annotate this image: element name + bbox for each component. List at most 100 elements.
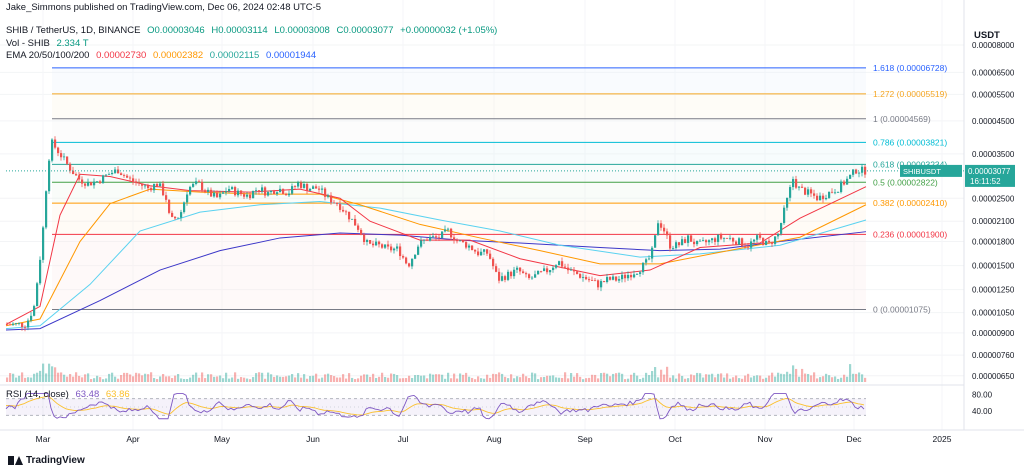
ema200-line [5,231,867,331]
candle-body [558,261,561,266]
volume-bar [201,372,204,382]
candle-body [312,186,315,189]
candle-body [768,240,771,243]
candle-body [669,235,672,249]
volume-bar [624,379,627,382]
candle-body [705,240,708,243]
candle-body [78,175,81,180]
volume-bar [348,373,351,382]
candle-body [330,195,333,203]
candle-body [465,242,468,248]
candle-body [522,271,525,274]
volume-bar [567,378,570,382]
volume-bar [720,373,723,382]
candle-body [510,271,513,277]
volume-bar [798,376,801,382]
candle-body [255,190,258,191]
volume-bar [618,372,621,382]
candle-body [39,259,42,284]
volume-bar [531,372,534,382]
candle-body [141,183,144,186]
volume-bar [30,377,33,382]
candle-body [702,240,705,242]
fib-band [52,182,866,204]
candle-body [561,261,564,267]
volume-bar [189,377,192,382]
volume-bar [102,379,105,382]
time-tick-label: Mar [36,434,51,444]
volume-bar [207,374,210,382]
candle-body [351,218,354,220]
volume-bar [438,374,441,382]
candle-body [531,277,534,279]
time-axis[interactable]: Mar Apr May Jun Jul Aug Sep Oct Nov Dec 2025 [0,429,1024,444]
rsi-ma-value: 63.86 [105,389,130,400]
volume-bar [696,372,699,382]
volume-bar [297,373,300,382]
candle-body [390,246,393,251]
volume-bar [111,372,114,382]
candle-body [321,188,324,190]
time-tick-label: May [214,434,231,444]
volume-bar [672,375,675,382]
candle-body [771,242,774,244]
candle-body [408,263,411,267]
candle-body [45,191,48,228]
publish-line: Jake_Simmons published on TradingView.co… [6,2,322,13]
candle-body [609,277,612,280]
volume-bar [54,367,57,382]
candle-body [777,233,780,237]
ema50-value: 0.00002382 [152,50,204,61]
candle-body [405,257,408,264]
volume-bar [705,374,708,382]
volume-bar [675,378,678,382]
volume-bar [420,375,423,382]
time-tick-label: 2025 [933,434,952,444]
candle-body [429,236,432,241]
volume-bar [156,379,159,382]
tradingview-logo[interactable]: TradingView [8,455,85,466]
candle-body [99,181,102,184]
candle-body [486,249,489,254]
candle-body [420,240,423,247]
volume-bar [693,375,696,382]
volume-bar [732,377,735,382]
candle-body [9,324,12,326]
volume-label: Vol - SHIB [6,38,50,49]
volume-bar [765,377,768,382]
price-tick-label: 0.00004500 [972,117,1015,126]
candle-body [36,283,39,307]
candle-body [294,186,297,187]
chart-background [0,0,964,473]
volume-bar [849,364,852,382]
volume-bar [792,365,795,382]
candle-body [819,195,822,201]
candle-body [519,267,522,272]
volume-bar [408,375,411,382]
candle-body [432,236,435,238]
rsi-label: RSI (14, close) [6,389,69,400]
price-axis[interactable]: 0.00008000 0.00006500 0.00005500 0.00004500… [963,0,1024,430]
volume-bar [678,373,681,382]
candle-body [15,323,18,324]
volume-bar [504,376,507,382]
candle-body [849,174,852,179]
candle-body [18,323,21,324]
volume-bar [213,376,216,382]
volume-bar [459,373,462,382]
volume-bar [351,377,354,382]
price-tag-bg [965,164,1015,187]
candle-body [603,281,606,283]
volume-bar [147,374,150,382]
volume-bar [813,372,816,382]
candle-body [114,169,117,173]
volume-bar [861,374,864,382]
price-tag-value: 0.00003077 [968,167,1011,176]
volume-bar [36,372,39,382]
candle-body [291,186,294,194]
candle-body [270,190,273,193]
candle-body [249,194,252,199]
volume-bar [177,374,180,382]
volume-bar [810,375,813,382]
